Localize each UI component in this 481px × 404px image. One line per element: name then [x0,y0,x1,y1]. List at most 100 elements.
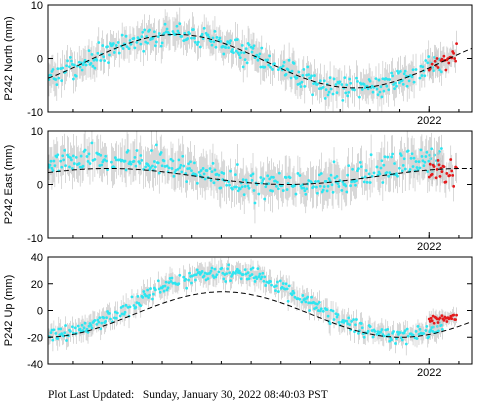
data-point [350,320,353,323]
data-point [51,68,55,71]
data-point [102,316,106,320]
data-point [129,162,133,166]
data-point [321,309,325,313]
data-point [81,63,85,67]
data-point [439,147,443,150]
data-point [104,154,107,158]
data-point [143,28,147,32]
data-point [169,157,173,161]
data-point [359,322,363,325]
data-point [359,165,363,169]
data-point [132,159,136,163]
data-point [368,325,372,328]
data-point [105,316,108,320]
data-point [70,59,73,63]
data-point [210,266,214,270]
data-point [208,167,212,170]
data-point [71,167,74,170]
data-point [166,286,170,290]
data-point [195,268,199,272]
data-point [300,300,304,304]
data-point [247,43,251,47]
data-point [167,281,171,285]
data-point [139,42,143,46]
data-point [267,182,271,185]
data-point [251,46,255,50]
data-point [328,179,332,183]
data-point [426,61,430,65]
data-points [48,22,443,102]
data-point [93,66,97,70]
data-point [153,288,157,292]
data-point [214,275,218,279]
data-point [60,165,64,169]
data-point [432,69,435,73]
data-point [148,28,151,32]
data-point [325,189,329,193]
data-point [290,293,294,297]
data-point [112,42,115,45]
data-point [86,330,90,334]
data-error-bars [48,7,442,112]
data-point [347,164,351,168]
data-point [298,174,302,177]
data-point [284,176,288,179]
data-point [337,185,341,188]
data-point [183,31,187,35]
data-point [135,149,139,152]
data-point [194,278,197,282]
data-point [343,76,347,80]
data-point [152,292,155,296]
data-point [52,159,56,163]
data-point [235,267,239,271]
data-point [382,89,386,93]
data-point [364,169,368,172]
recent-point [447,61,451,65]
data-point [134,164,138,168]
data-point [153,165,157,169]
recent-point [452,184,456,188]
data-point [229,39,232,43]
data-point [179,163,183,167]
data-point [244,272,248,276]
data-point [69,156,72,159]
data-point [109,42,112,45]
data-point [51,338,55,342]
data-point [391,74,394,78]
recent-point [432,165,436,168]
data-point [250,273,254,276]
data-point [115,311,119,315]
data-point [97,41,101,44]
data-point [93,319,97,322]
data-point [317,173,321,177]
data-point [100,163,104,167]
data-point [136,295,140,298]
data-point [362,335,366,339]
data-point [394,81,397,85]
data-point [157,287,161,291]
data-point [133,46,137,50]
data-point [83,58,87,62]
recent-point [432,321,436,325]
data-point [264,185,268,189]
recent-point [440,314,444,318]
data-point [147,164,150,167]
y-tick-label: 0 [37,180,43,192]
data-point [414,68,418,71]
data-point [49,331,53,335]
data-point [360,88,364,91]
recent-point [438,316,442,320]
y-tick-label: 10 [31,0,43,12]
data-point [301,73,305,77]
y-tick-label: -10 [27,107,43,119]
model-curve [48,168,472,185]
y-tick-label: 20 [31,279,43,291]
data-point [424,59,428,62]
recent-points [427,158,458,188]
data-point [93,158,97,161]
data-point [252,189,256,192]
data-point [209,178,213,182]
data-point [63,149,66,152]
data-point [303,189,307,193]
data-point [403,329,407,333]
